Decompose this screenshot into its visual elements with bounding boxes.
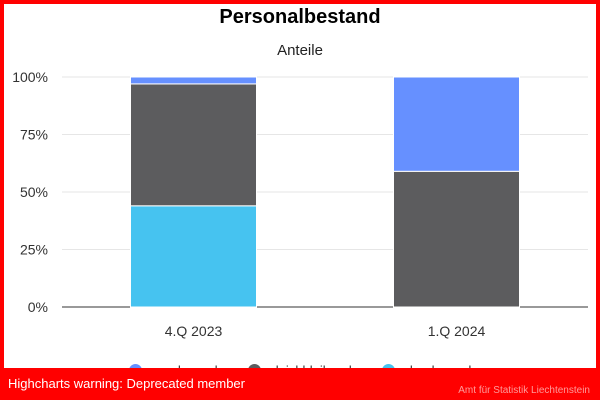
y-tick-label: 0%: [28, 299, 48, 315]
highcharts-warning-banner[interactable]: Highcharts warning: Deprecated member: [0, 368, 600, 400]
y-tick-label: 100%: [12, 69, 48, 85]
bar-segment-abnehmend[interactable]: [130, 205, 257, 308]
x-tick-label: 1.Q 2024: [428, 323, 486, 339]
chart-credit[interactable]: Amt für Statistik Liechtenstein: [458, 385, 590, 396]
chart-title: Personalbestand: [219, 6, 381, 28]
y-tick-label: 50%: [20, 184, 48, 200]
bar-segment-zunehmend[interactable]: [393, 76, 520, 172]
bar-segment-zunehmend[interactable]: [130, 76, 257, 85]
y-tick-label: 25%: [20, 242, 48, 258]
y-tick-label: 75%: [20, 127, 48, 143]
y-axis-tick-labels: 0% 25% 50% 75% 100%: [12, 69, 48, 315]
bar-segment-gleichbleibend[interactable]: [130, 83, 257, 207]
x-tick-label: 4.Q 2023: [165, 323, 223, 339]
x-axis-tick-labels: 4.Q 2023 1.Q 2024: [165, 323, 486, 339]
bar-segments: [130, 76, 520, 308]
bar-segment-gleichbleibend[interactable]: [393, 170, 520, 308]
chart-subtitle: Anteile: [277, 42, 323, 59]
